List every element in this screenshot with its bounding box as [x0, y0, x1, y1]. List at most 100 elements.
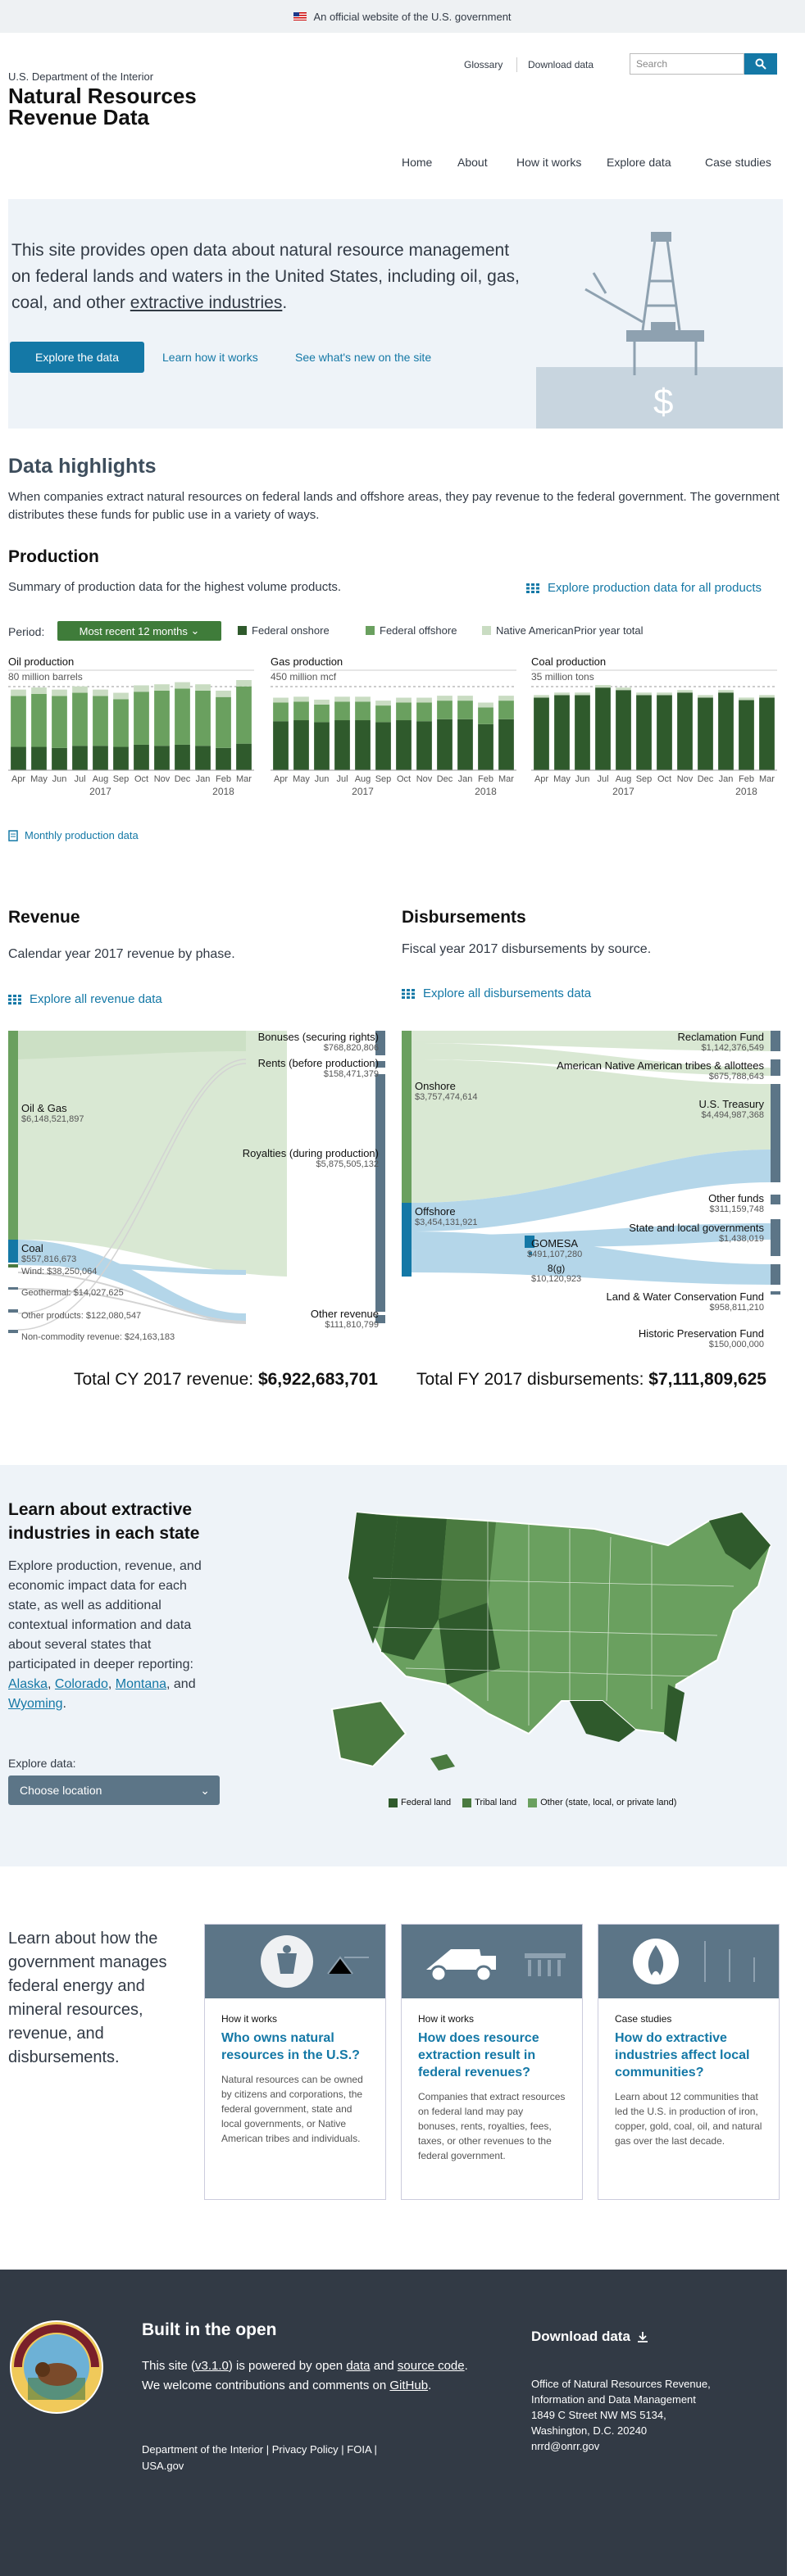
highlights-description: When companies extract natural resources…	[8, 490, 780, 522]
state-link-colorado[interactable]: Colorado	[54, 1677, 108, 1691]
onshore-bar	[402, 1031, 412, 1203]
disb-lwcf: Land & Water Conservation Fund $958,811,2…	[607, 1290, 764, 1313]
states-title: Learn about extractive industries in eac…	[8, 1500, 200, 1543]
us-map[interactable]	[324, 1496, 775, 1791]
table-icon	[8, 994, 23, 1005]
tick-label: May	[30, 774, 48, 784]
whats-new-link[interactable]: See what's new on the site	[295, 351, 432, 364]
card-who-owns[interactable]: How it works Who owns natural resources …	[204, 1924, 386, 2200]
address-line: 1849 C Street NW MS 5134,	[531, 2409, 666, 2421]
year-label: 2018	[735, 786, 757, 797]
card-title[interactable]: How do extractive industries affect loca…	[615, 2031, 750, 2079]
search-button[interactable]	[744, 53, 777, 75]
label: Other (state, local, or private land)	[540, 1798, 677, 1807]
tick-label: Nov	[154, 774, 171, 784]
footer-link-usagov[interactable]: USA.gov	[142, 2460, 184, 2472]
label: Total FY 2017 disbursements:	[416, 1370, 644, 1389]
card-text: Companies that extract resources on fede…	[418, 2091, 566, 2161]
explore-disbursements-link[interactable]: Explore all disbursements data	[402, 986, 591, 1000]
search-input[interactable]: Search	[630, 53, 744, 75]
open-data-link[interactable]: data	[346, 2359, 371, 2373]
label: Offshore	[415, 1205, 456, 1218]
oil-gas-bar	[8, 1031, 18, 1240]
value: $958,811,210	[709, 1303, 764, 1313]
label: Onshore	[415, 1080, 456, 1092]
bar-federal-onshore	[93, 746, 108, 770]
card-kicker: How it works	[418, 2013, 475, 2025]
bar-native-american	[636, 692, 652, 696]
states-description: Explore production, revenue, and economi…	[8, 1559, 202, 1711]
footer-link-foia[interactable]: FOIA	[347, 2443, 371, 2456]
github-link[interactable]: GitHub	[389, 2379, 429, 2392]
site-logo[interactable]: Natural Resources Revenue Data	[8, 85, 197, 128]
legend-other: Other (state, local, or private land)	[528, 1798, 676, 1807]
state-link-montana[interactable]: Montana	[115, 1677, 167, 1691]
revenue-source-coal: Coal $557,816,673	[21, 1242, 76, 1264]
state-link-wyoming[interactable]: Wyoming	[8, 1697, 63, 1711]
footer-link-privacy[interactable]: Privacy Policy	[271, 2443, 339, 2456]
bar-native-american	[175, 682, 190, 689]
nav-home[interactable]: Home	[402, 156, 433, 169]
card-text: Learn about 12 communities that led the …	[615, 2091, 762, 2147]
bar-federal-offshore	[396, 702, 412, 721]
period-select[interactable]: Most recent 12 months ⌄	[57, 621, 221, 641]
bar-federal-onshore	[416, 721, 432, 770]
bar-federal-offshore	[498, 701, 514, 719]
monthly-production-link[interactable]: Monthly production data	[8, 829, 139, 841]
nav-how-it-works[interactable]: How it works	[516, 156, 582, 169]
learn-how-it-works-link[interactable]: Learn how it works	[162, 351, 258, 364]
bar-native-american	[52, 689, 67, 696]
state-link-alaska[interactable]: Alaska	[8, 1677, 48, 1691]
card-title[interactable]: Who owns natural resources in the U.S.?	[221, 2031, 360, 2062]
explore-data-button[interactable]: Explore the data	[10, 342, 144, 373]
download-data-link[interactable]: Download data	[528, 59, 594, 70]
card-title[interactable]: How does resource extraction result in f…	[418, 2031, 539, 2079]
extractive-industries-link[interactable]: extractive industries	[130, 293, 283, 312]
card-local-communities[interactable]: Case studies How do extractive industrie…	[598, 1924, 780, 2200]
value: $158,471,379	[323, 1069, 379, 1079]
label: Oil & Gas	[21, 1102, 67, 1114]
revenue-phase-bonuses: Bonuses (securing rights) $768,820,806	[258, 1031, 379, 1053]
nav-case-studies[interactable]: Case studies	[705, 156, 771, 169]
value: $6,148,521,897	[21, 1114, 84, 1124]
tick-label: Dec	[437, 774, 453, 784]
bar-federal-onshore	[375, 722, 391, 770]
email-link[interactable]: nrrd@onrr.gov	[531, 2440, 600, 2452]
version-link[interactable]: v3.1.0	[195, 2359, 229, 2373]
bar-federal-onshore	[657, 695, 672, 770]
chart-title: Gas production	[271, 655, 343, 668]
disb-reclamation: Reclamation Fund $1,142,376,549	[678, 1031, 765, 1053]
production-subtitle: Summary of production data for the highe…	[8, 580, 342, 594]
revenue-subtitle: Calendar year 2017 revenue by phase.	[8, 947, 235, 961]
explore-revenue-link[interactable]: Explore all revenue data	[8, 992, 162, 1006]
year-label: 2018	[475, 786, 497, 797]
disb-source-8g: 8(g) $10,120,923	[531, 1263, 581, 1284]
bar-native-american	[595, 685, 611, 688]
disb-other-funds: Other funds $311,159,748	[708, 1192, 764, 1214]
card-extraction-revenue[interactable]: How it works How does resource extractio…	[401, 1924, 583, 2200]
native-swatch	[482, 626, 491, 635]
chart-unit-label: 35 million tons	[531, 671, 594, 683]
bar-federal-offshore	[478, 707, 493, 724]
nav-explore-data[interactable]: Explore data	[607, 156, 671, 169]
label: Other funds	[708, 1192, 764, 1204]
legend-native-label: Native American	[496, 624, 574, 637]
glossary-link[interactable]: Glossary	[464, 59, 503, 70]
disbursements-total: Total FY 2017 disbursements: $7,111,809,…	[416, 1370, 766, 1390]
bar-native-american	[677, 690, 693, 693]
explore-production-link[interactable]: Explore production data for all products	[526, 581, 762, 595]
explore-disbursements-label: Explore all disbursements data	[423, 986, 592, 1000]
source-code-link[interactable]: source code	[397, 2359, 465, 2373]
location-select[interactable]: Choose location ⌄	[8, 1776, 220, 1805]
text: and	[373, 2359, 394, 2373]
footer-link-doi[interactable]: Department of the Interior	[142, 2443, 264, 2456]
bar-native-american	[93, 689, 108, 696]
footer-download-heading[interactable]: Download data	[531, 2329, 648, 2345]
nav-about[interactable]: About	[457, 156, 488, 169]
footer-heading: Built in the open	[142, 2320, 277, 2339]
tick-label: Apr	[534, 774, 548, 784]
bar-federal-offshore	[195, 690, 211, 746]
bar-native-american	[457, 696, 473, 701]
value: $111,810,799	[325, 1320, 379, 1330]
revenue-phase-rents: Rents (before production) $158,471,379	[258, 1057, 379, 1079]
